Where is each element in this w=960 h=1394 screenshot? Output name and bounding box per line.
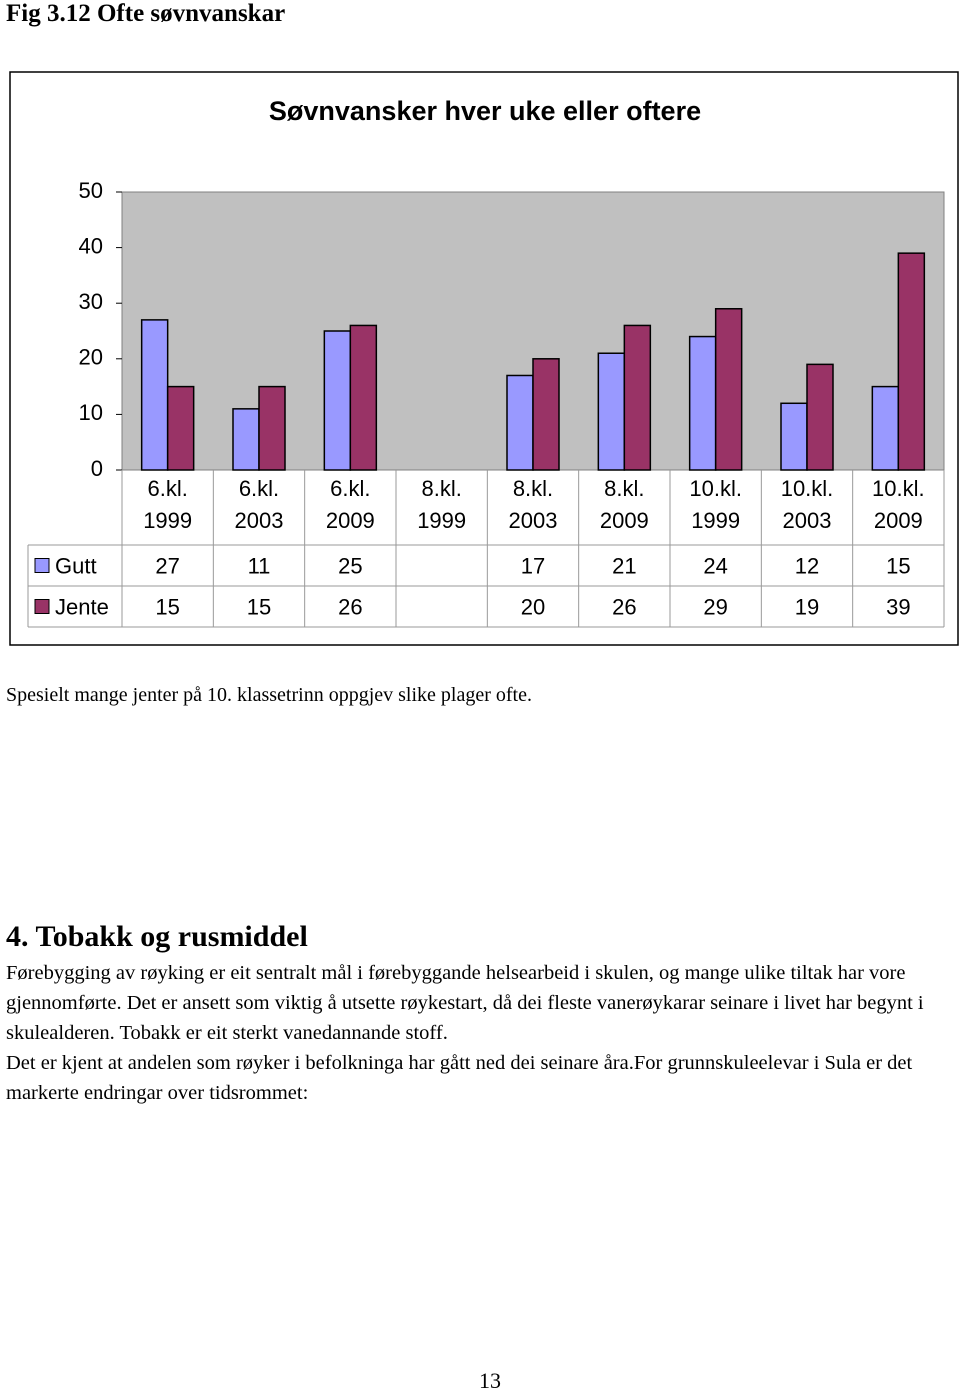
- note: Spesielt mange jenter på 10. klassetrinn…: [6, 684, 532, 706]
- table-cell: 39: [886, 594, 910, 619]
- chart: Søvnvansker hver uke eller oftere 0 10 20 3…: [9, 71, 959, 646]
- figure-caption: Fig 3.12 Ofte søvnvanskar: [6, 0, 286, 27]
- bar: [688, 335, 717, 471]
- bar: [623, 324, 652, 471]
- y-tick-label: 10: [79, 400, 103, 425]
- legend-key: [34, 558, 50, 573]
- bar: [780, 402, 808, 471]
- table-cell: 25: [338, 553, 362, 578]
- table-cell: 11: [248, 553, 271, 578]
- bar: [806, 363, 834, 471]
- table-cell: 20: [521, 594, 545, 619]
- x-tick-label: 6.kl. 1999: [143, 476, 192, 533]
- legend-label: Gutt: [55, 553, 97, 578]
- table-cell: 26: [338, 594, 362, 619]
- x-tick-label: 6.kl. 2003: [235, 476, 284, 533]
- bar: [349, 324, 378, 471]
- section-heading: 4. Tobakk og rusmiddel: [6, 920, 308, 953]
- table-cell: 15: [247, 594, 271, 619]
- x-tick-label: 8.kl. 2009: [600, 476, 649, 533]
- y-tick-label: 30: [79, 289, 103, 314]
- table-cell: 27: [155, 553, 179, 578]
- y-tick-label: 0: [91, 456, 103, 481]
- x-tick-label: 10.kl. 2003: [781, 476, 834, 533]
- table-cell: 26: [612, 594, 636, 619]
- legend-key: [34, 599, 50, 614]
- page-number: 13: [479, 1368, 501, 1393]
- table-cell: 15: [886, 553, 910, 578]
- x-tick-label: 8.kl. 1999: [417, 476, 466, 533]
- section-body: Førebygging av røyking er eit sentralt m…: [6, 958, 956, 1108]
- table-cell: 29: [703, 594, 727, 619]
- table-cell: 24: [703, 553, 727, 578]
- x-tick-label: 6.kl. 2009: [326, 476, 375, 533]
- x-tick-label: 10.kl. 1999: [689, 476, 742, 533]
- paragraph: Det er kjent at andelen som røyker i bef…: [6, 1052, 913, 1104]
- bar: [597, 352, 626, 471]
- x-tick-label: 10.kl. 2009: [872, 476, 925, 533]
- table-cell: 15: [155, 594, 179, 619]
- table-cell: 21: [612, 553, 636, 578]
- chart-title: Søvnvansker hver uke eller oftere: [269, 96, 701, 126]
- y-tick-label: 40: [79, 233, 103, 258]
- bar: [166, 385, 195, 471]
- y-tick-label: 20: [79, 345, 103, 370]
- table-cell: 17: [521, 553, 545, 578]
- legend-label: Jente: [55, 594, 109, 619]
- bar: [871, 385, 900, 471]
- bar: [140, 319, 169, 471]
- bar: [506, 374, 534, 471]
- bar: [897, 252, 926, 471]
- table-cell: 12: [795, 553, 819, 578]
- bar: [714, 308, 743, 471]
- bar: [232, 408, 260, 471]
- bar: [532, 358, 560, 471]
- x-tick-label: 8.kl. 2003: [509, 476, 558, 533]
- y-tick-label: 50: [79, 178, 103, 203]
- table-cell: 19: [795, 594, 819, 619]
- bar: [258, 385, 286, 471]
- bar: [323, 330, 352, 471]
- paragraph: Førebygging av røyking er eit sentralt m…: [6, 962, 924, 1044]
